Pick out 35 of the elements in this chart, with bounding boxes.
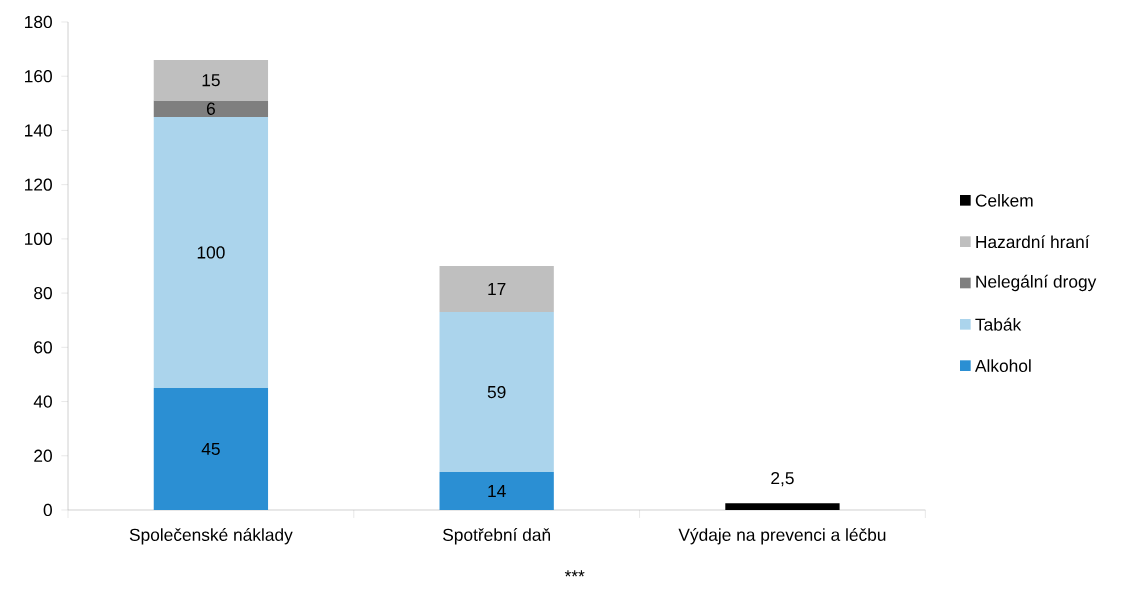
- x-tick-label: Společenské náklady: [129, 528, 293, 545]
- data-label: 45: [201, 442, 220, 456]
- x-tick-label: Spotřební daň: [443, 528, 551, 545]
- bar: [153, 100, 269, 117]
- bar: [439, 265, 554, 313]
- legend-label: Nelegální drogy: [976, 274, 1097, 292]
- bar: [725, 503, 840, 510]
- bar: [153, 387, 269, 510]
- data-label: 2,5: [771, 472, 794, 487]
- y-tick-label: 40: [33, 395, 52, 408]
- y-tick-label: 100: [25, 232, 52, 246]
- data-label: 100: [197, 246, 225, 259]
- data-label: 6: [206, 102, 215, 115]
- legend-label: Celkem: [975, 193, 1033, 207]
- y-tick-label: 180: [25, 15, 52, 29]
- legend-label: Hazardní hraní: [976, 235, 1090, 249]
- bar: [439, 472, 554, 510]
- legend-label: Tabák: [975, 317, 1022, 331]
- y-tick-label: 160: [25, 70, 52, 83]
- bar: [439, 312, 554, 473]
- legend-label: Alkohol: [974, 359, 1031, 373]
- y-tick-label: 60: [34, 341, 52, 354]
- data-label: 59: [487, 385, 506, 399]
- bar: [153, 59, 269, 101]
- text: ***: [564, 570, 585, 577]
- x-tick-label: Výdaje na prevenci a léčbu: [678, 528, 886, 545]
- data-label: 15: [202, 74, 220, 87]
- bar: [153, 116, 269, 388]
- y-tick-label: 80: [34, 286, 52, 300]
- y-tick-label: 120: [25, 178, 52, 191]
- y-tick-label: 0: [43, 503, 52, 517]
- data-label: 14: [488, 485, 506, 497]
- y-tick-label: 20: [34, 449, 52, 462]
- data-label: 17: [488, 283, 506, 295]
- y-tick-label: 140: [25, 124, 52, 137]
